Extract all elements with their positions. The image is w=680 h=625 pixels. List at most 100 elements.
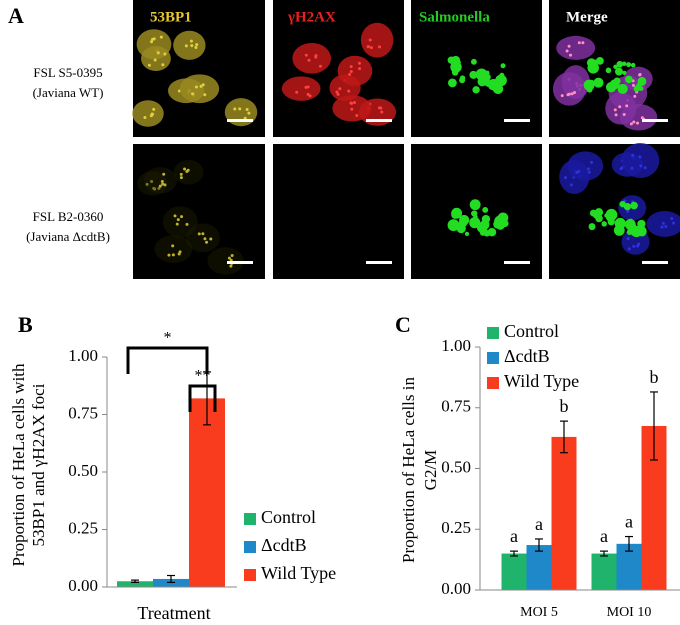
legend-label: Wild Type xyxy=(504,371,579,391)
focus xyxy=(358,67,362,71)
legend-label: Wild Type xyxy=(261,563,336,583)
legend-swatch xyxy=(244,569,256,581)
nucleus xyxy=(143,167,178,194)
focus xyxy=(573,91,577,95)
scale-bar xyxy=(366,119,392,122)
focus xyxy=(159,35,163,39)
bacteria xyxy=(469,217,481,229)
bacteria xyxy=(471,210,478,217)
bar xyxy=(591,553,617,590)
bacteria xyxy=(481,214,491,224)
bacteria xyxy=(472,86,480,94)
focus xyxy=(661,221,665,225)
focus xyxy=(233,107,237,111)
bacteria xyxy=(613,77,621,85)
nucleus xyxy=(173,159,204,185)
nucleus xyxy=(185,223,221,253)
bacteria xyxy=(616,60,624,68)
focus xyxy=(587,170,591,174)
focus xyxy=(190,44,194,48)
focus xyxy=(143,116,147,120)
significance-bracket xyxy=(126,346,209,374)
focus xyxy=(349,65,353,69)
focus xyxy=(622,113,626,117)
scale-bar xyxy=(642,119,668,122)
focus xyxy=(575,171,579,175)
focus xyxy=(638,73,642,77)
focus xyxy=(185,222,189,226)
focus xyxy=(318,64,322,68)
focus xyxy=(626,209,630,213)
focus xyxy=(586,167,590,171)
bacteria xyxy=(601,221,607,227)
bacteria xyxy=(638,226,647,235)
nucleus xyxy=(132,100,164,127)
focus xyxy=(629,122,633,126)
focus xyxy=(626,237,630,241)
focus xyxy=(380,110,384,114)
focus xyxy=(179,176,183,180)
nucleus xyxy=(567,151,604,181)
bacteria xyxy=(617,220,623,226)
focus xyxy=(167,253,171,257)
significance-letter: b xyxy=(560,396,569,416)
focus xyxy=(173,214,177,218)
focus xyxy=(243,116,247,120)
focus xyxy=(175,222,179,226)
focus xyxy=(195,43,199,47)
focus xyxy=(199,84,203,88)
focus xyxy=(185,170,189,174)
focus xyxy=(640,116,644,120)
micrograph xyxy=(273,144,404,279)
focus xyxy=(150,40,154,44)
y-axis-label: Proportion of HeLa cells with xyxy=(9,363,28,567)
focus xyxy=(569,183,573,187)
bacteria xyxy=(596,57,604,65)
focus xyxy=(163,183,167,187)
focus xyxy=(637,242,641,246)
focus xyxy=(638,155,642,159)
nucleus xyxy=(605,92,637,125)
micrograph xyxy=(133,144,265,279)
y-tick-label: 0.75 xyxy=(68,403,98,422)
bacteria xyxy=(469,70,478,79)
nucleus xyxy=(360,22,394,58)
bacteria xyxy=(617,83,628,95)
micrograph xyxy=(411,0,542,137)
focus xyxy=(366,45,370,49)
focus xyxy=(338,87,342,91)
legend-swatch xyxy=(487,352,499,364)
focus xyxy=(618,105,622,109)
focus xyxy=(308,94,312,98)
bacteria xyxy=(447,56,455,64)
focus xyxy=(306,85,310,89)
scale-bar xyxy=(504,261,530,264)
focus xyxy=(660,225,664,229)
bar xyxy=(501,553,527,590)
column-header: Merge xyxy=(566,9,608,25)
bacteria xyxy=(633,85,640,92)
bacteria xyxy=(500,63,506,69)
focus xyxy=(613,108,617,112)
bacteria xyxy=(630,201,638,210)
focus xyxy=(152,107,156,111)
focus xyxy=(625,104,629,108)
bacteria xyxy=(586,58,596,68)
focus xyxy=(171,244,175,248)
focus xyxy=(307,58,311,62)
bacteria xyxy=(487,227,497,237)
x-tick-label: MOI 10 xyxy=(607,605,652,620)
row-label: (Javiana WT) xyxy=(33,85,104,100)
bacteria xyxy=(637,76,647,86)
legend-label: Control xyxy=(504,321,559,341)
focus xyxy=(184,44,188,48)
focus xyxy=(238,107,242,111)
scale-bar xyxy=(642,261,668,264)
significance-label: * xyxy=(164,330,172,347)
bacteria xyxy=(622,70,627,75)
focus xyxy=(163,52,167,56)
row-label: FSL B2-0360 xyxy=(33,209,104,224)
significance-bracket xyxy=(188,384,217,412)
focus xyxy=(560,94,564,98)
